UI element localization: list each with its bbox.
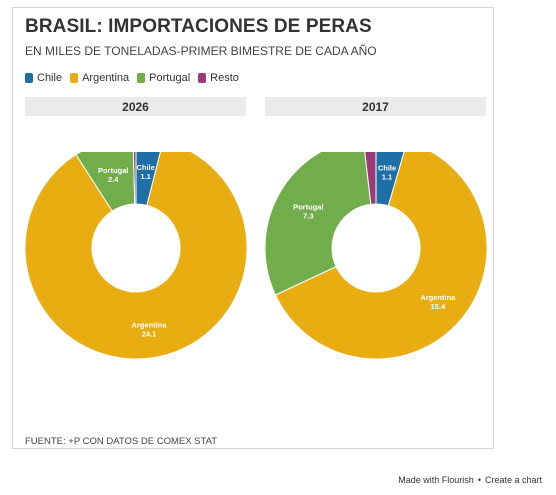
legend-swatch — [137, 73, 146, 83]
donut-slice-portugal[interactable] — [264, 152, 372, 296]
source-note: FUENTE: +P CON DATOS DE COMEX STAT — [25, 436, 218, 447]
donut-slice-portugal[interactable] — [75, 152, 136, 212]
legend-item-argentina[interactable]: Argentina — [70, 72, 129, 84]
donut-slice-argentina[interactable] — [274, 152, 488, 360]
slice-label-name: Portugal — [98, 166, 128, 175]
legend-label: Chile — [37, 72, 63, 84]
legend-swatch — [25, 73, 33, 83]
credit-separator: • — [477, 475, 481, 485]
legend: Chile Argentina Portugal Resto — [25, 72, 239, 84]
slice-label-value: 15.4 — [431, 302, 446, 311]
slice-label-value: 24.1 — [142, 329, 157, 338]
slice-label-value: 2.4 — [108, 175, 119, 184]
legend-item-resto[interactable]: Resto — [198, 72, 239, 84]
legend-label: Portugal — [149, 72, 191, 84]
slice-label-value: 1.1 — [140, 172, 150, 181]
flourish-credit: Made with Flourish • Create a chart — [398, 475, 542, 485]
chart-subtitle: EN MILES DE TONELADAS-PRIMER BIMESTRE DE… — [25, 44, 377, 58]
panel-header-2026: 2026 — [25, 97, 246, 116]
donut-slice-argentina[interactable] — [24, 152, 248, 360]
panel-header-2017: 2017 — [265, 97, 486, 116]
legend-item-chile[interactable]: Chile — [25, 72, 62, 84]
legend-label: Resto — [210, 72, 239, 84]
chart-card: BRASIL: IMPORTACIONES DE PERAS EN MILES … — [12, 7, 494, 449]
slice-label-name: Chile — [378, 163, 396, 172]
create-chart-link[interactable]: Create a chart — [484, 475, 542, 485]
made-with-flourish-link[interactable]: Made with Flourish — [398, 475, 474, 485]
slice-label-name: Argentina — [132, 320, 168, 329]
slice-label-value: 7.3 — [303, 211, 313, 220]
donut-slice-resto[interactable] — [132, 152, 137, 205]
chart-title: BRASIL: IMPORTACIONES DE PERAS — [25, 16, 372, 37]
slice-label-value: 1.1 — [382, 172, 392, 181]
slice-label-name: Chile — [136, 163, 154, 172]
slice-label-name: Argentina — [420, 293, 456, 302]
donut-slice-resto[interactable] — [363, 152, 377, 205]
legend-swatch — [198, 73, 207, 83]
legend-item-portugal[interactable]: Portugal — [137, 72, 190, 84]
legend-label: Argentina — [82, 72, 130, 84]
legend-swatch — [70, 73, 79, 83]
slice-label-name: Portugal — [293, 202, 323, 211]
